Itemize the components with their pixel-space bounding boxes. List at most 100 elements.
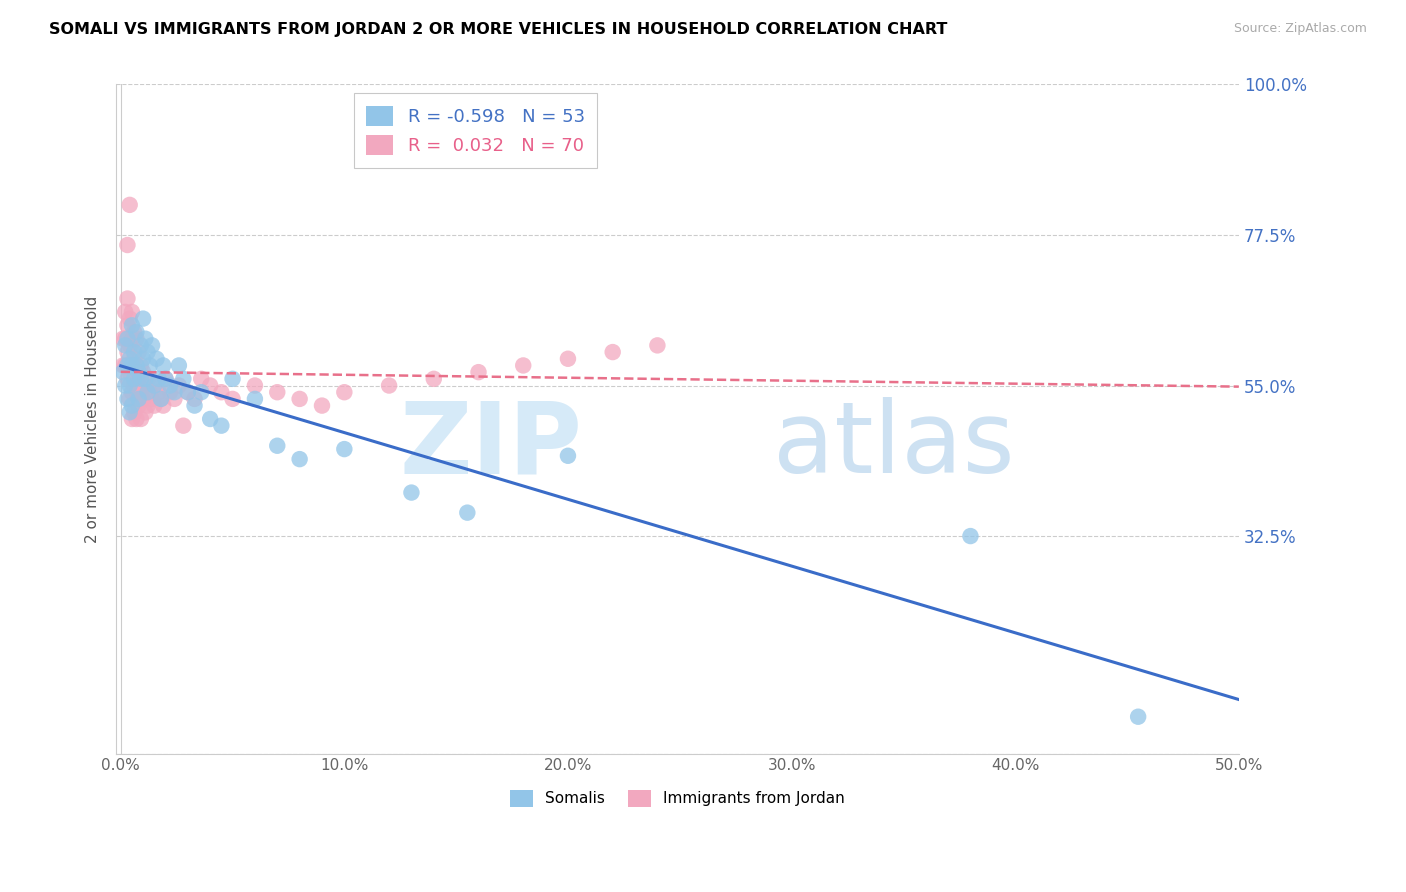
Point — [111, 332, 134, 346]
Point — [125, 359, 148, 373]
Point — [134, 332, 156, 346]
Point — [122, 372, 145, 386]
Point — [136, 385, 159, 400]
Point — [423, 372, 446, 386]
Point — [129, 338, 152, 352]
Point — [114, 305, 136, 319]
Point — [155, 372, 177, 386]
Point — [118, 338, 141, 352]
Point — [117, 292, 139, 306]
Point — [134, 378, 156, 392]
Point — [139, 359, 162, 373]
Point — [111, 359, 134, 373]
Point — [177, 385, 200, 400]
Point — [152, 359, 174, 373]
Point — [121, 399, 143, 413]
Point — [183, 399, 205, 413]
Point — [167, 378, 190, 392]
Point — [378, 378, 401, 392]
Point — [167, 359, 190, 373]
Point — [134, 372, 156, 386]
Point — [129, 359, 152, 373]
Point — [456, 506, 478, 520]
Point — [602, 345, 624, 359]
Point — [121, 385, 143, 400]
Point — [148, 372, 170, 386]
Point — [198, 412, 221, 426]
Point — [125, 359, 148, 373]
Point — [266, 385, 288, 400]
Point — [209, 385, 232, 400]
Point — [128, 365, 150, 379]
Point — [128, 399, 150, 413]
Point — [221, 392, 243, 406]
Point — [647, 338, 669, 352]
Text: Source: ZipAtlas.com: Source: ZipAtlas.com — [1233, 22, 1367, 36]
Point — [190, 385, 212, 400]
Point — [121, 332, 143, 346]
Point — [143, 378, 166, 392]
Point — [557, 351, 579, 366]
Point — [132, 311, 155, 326]
Point — [132, 351, 155, 366]
Point — [122, 325, 145, 339]
Point — [122, 378, 145, 392]
Point — [117, 332, 139, 346]
Point — [118, 405, 141, 419]
Point — [145, 351, 167, 366]
Point — [134, 405, 156, 419]
Point — [111, 365, 134, 379]
Point — [114, 332, 136, 346]
Point — [148, 385, 170, 400]
Point — [159, 385, 181, 400]
Point — [118, 365, 141, 379]
Point — [121, 305, 143, 319]
Point — [311, 399, 333, 413]
Point — [129, 385, 152, 400]
Point — [155, 372, 177, 386]
Point — [183, 392, 205, 406]
Point — [141, 392, 163, 406]
Point — [117, 359, 139, 373]
Point — [128, 392, 150, 406]
Point — [177, 385, 200, 400]
Point — [125, 385, 148, 400]
Point — [125, 412, 148, 426]
Point — [163, 392, 186, 406]
Point — [117, 238, 139, 252]
Point — [129, 412, 152, 426]
Point — [121, 359, 143, 373]
Point — [512, 359, 534, 373]
Text: ZIP: ZIP — [399, 397, 582, 494]
Point — [150, 392, 173, 406]
Point — [159, 378, 181, 392]
Point — [132, 365, 155, 379]
Point — [118, 311, 141, 326]
Point — [333, 385, 356, 400]
Point — [143, 399, 166, 413]
Point — [136, 345, 159, 359]
Point — [288, 392, 311, 406]
Point — [139, 385, 162, 400]
Point — [125, 325, 148, 339]
Point — [333, 442, 356, 456]
Point — [114, 378, 136, 392]
Text: SOMALI VS IMMIGRANTS FROM JORDAN 2 OR MORE VEHICLES IN HOUSEHOLD CORRELATION CHA: SOMALI VS IMMIGRANTS FROM JORDAN 2 OR MO… — [49, 22, 948, 37]
Point — [190, 372, 212, 386]
Text: atlas: atlas — [773, 397, 1015, 494]
Point — [959, 529, 981, 543]
Point — [114, 338, 136, 352]
Point — [121, 318, 143, 333]
Point — [122, 345, 145, 359]
Point — [122, 351, 145, 366]
Point — [401, 485, 423, 500]
Point — [122, 405, 145, 419]
Point — [118, 392, 141, 406]
Point — [243, 378, 266, 392]
Point — [118, 378, 141, 392]
Point — [117, 372, 139, 386]
Point — [117, 318, 139, 333]
Point — [467, 365, 489, 379]
Point — [243, 392, 266, 406]
Point — [118, 351, 141, 366]
